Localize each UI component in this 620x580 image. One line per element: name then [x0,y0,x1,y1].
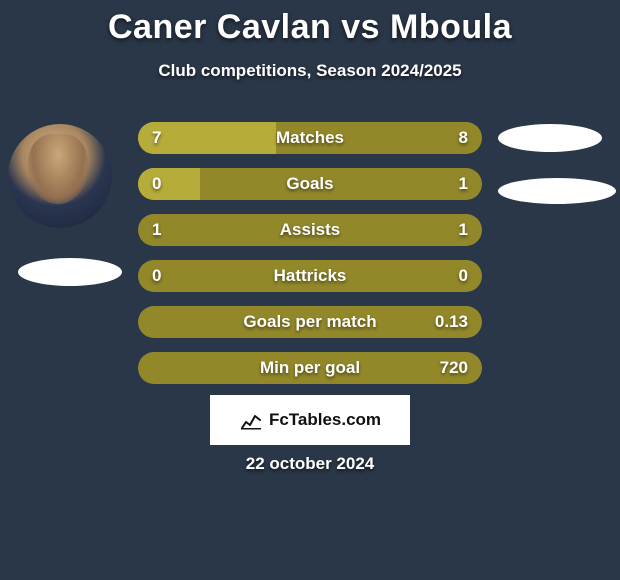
subtitle: Club competitions, Season 2024/2025 [0,61,620,81]
stat-value-left: 0 [152,266,161,286]
stat-row: 7 Matches 8 [138,122,482,154]
chart-icon [239,408,263,432]
stat-row: Goals per match 0.13 [138,306,482,338]
stat-value-right: 8 [459,128,468,148]
source-badge: FcTables.com [210,395,410,445]
stat-label: Hattricks [274,266,347,286]
date-text: 22 october 2024 [0,454,620,474]
stat-value-right: 0 [459,266,468,286]
player-left-avatar [8,124,112,228]
stat-label: Goals [286,174,333,194]
ellipse-decor-right-2 [498,178,616,204]
stat-bars-container: 7 Matches 8 0 Goals 1 1 Assists 1 0 Hattricks 0 Goal… [138,122,482,398]
stat-label: Min per goal [260,358,360,378]
stat-value-left: 1 [152,220,161,240]
ellipse-decor-left [18,258,122,286]
stat-value-left: 0 [152,174,161,194]
stat-row: 0 Hattricks 0 [138,260,482,292]
stat-value-left: 7 [152,128,161,148]
stat-value-right: 720 [440,358,468,378]
title-wrap: Caner Cavlan vs Mboula [0,0,620,47]
ellipse-decor-right-1 [498,124,602,152]
stat-value-right: 1 [459,220,468,240]
stat-row: Min per goal 720 [138,352,482,384]
stat-label: Assists [280,220,340,240]
stat-fill-left [138,168,200,200]
stat-row: 0 Goals 1 [138,168,482,200]
source-badge-text: FcTables.com [269,410,381,430]
stat-value-right: 1 [459,174,468,194]
stat-row: 1 Assists 1 [138,214,482,246]
stat-label: Goals per match [243,312,376,332]
page-title: Caner Cavlan vs Mboula [0,8,620,47]
stat-label: Matches [276,128,344,148]
stat-value-right: 0.13 [435,312,468,332]
